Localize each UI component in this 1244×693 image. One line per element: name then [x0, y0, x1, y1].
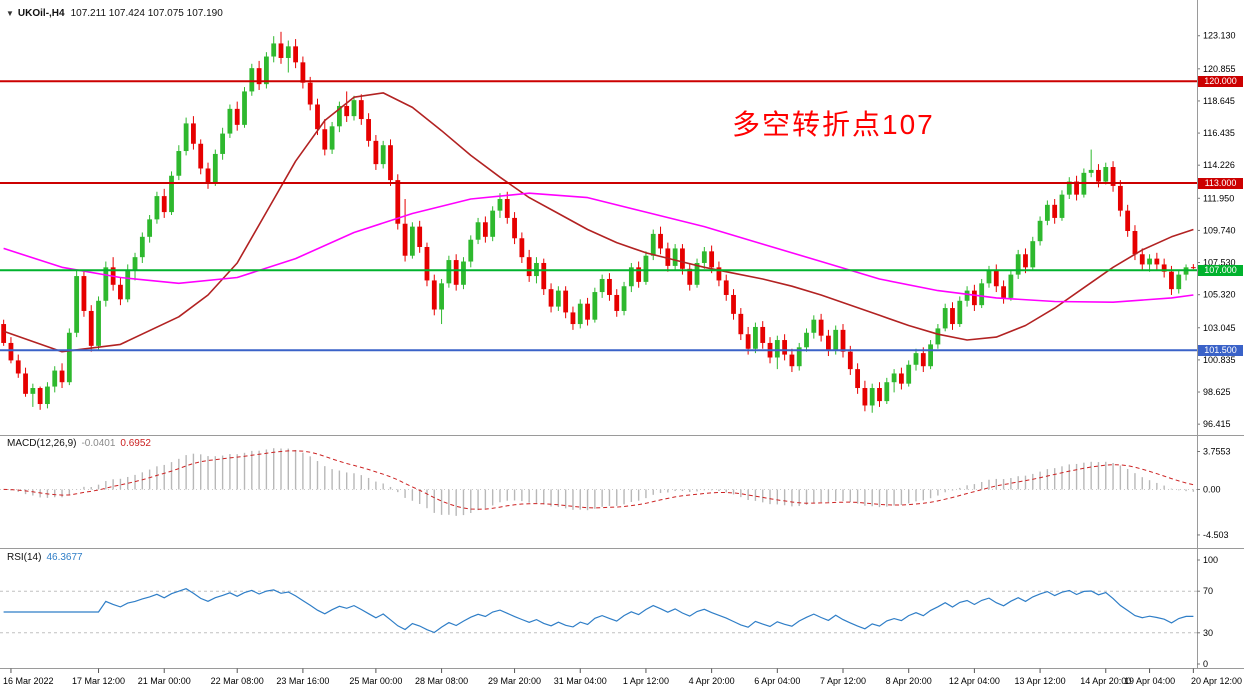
- time-label: 16 Mar 2022: [3, 676, 54, 686]
- macd-name: MACD(12,26,9): [7, 438, 77, 449]
- svg-text:105.320: 105.320: [1203, 290, 1236, 300]
- rsi-name: RSI(14): [7, 552, 42, 563]
- time-label: 29 Mar 20:00: [488, 676, 541, 686]
- symbol-timeframe: UKOil-,H4: [17, 8, 65, 19]
- svg-text:98.625: 98.625: [1203, 387, 1231, 397]
- svg-text:120.855: 120.855: [1203, 64, 1236, 74]
- time-label: 13 Apr 12:00: [1015, 676, 1066, 686]
- svg-text:0: 0: [1203, 659, 1208, 669]
- macd-label: MACD(12,26,9) -0.0401 0.6952: [7, 438, 156, 449]
- ohlc-values: 107.211 107.424 107.075 107.190: [70, 8, 223, 19]
- time-label: 25 Mar 00:00: [349, 676, 402, 686]
- time-label: 28 Mar 08:00: [415, 676, 468, 686]
- annotation-text[interactable]: 多空转折点107: [732, 109, 935, 140]
- svg-text:111.950: 111.950: [1203, 193, 1234, 203]
- MA-fast: [3, 92, 1194, 353]
- macd-main-value: -0.0401: [81, 438, 116, 449]
- svg-text:100.835: 100.835: [1203, 355, 1236, 365]
- time-label: 8 Apr 20:00: [886, 676, 932, 686]
- macd-panel: 3.7553 0.00 -4.503: [0, 447, 1231, 540]
- time-label: 31 Mar 04:00: [554, 676, 607, 686]
- svg-text:103.045: 103.045: [1203, 323, 1236, 333]
- rsi-line: [3, 588, 1194, 634]
- svg-text:109.740: 109.740: [1203, 225, 1236, 235]
- price-badge-107000[interactable]: 107.000: [1198, 264, 1243, 276]
- collapse-icon[interactable]: ▼: [6, 9, 14, 18]
- svg-text:116.435: 116.435: [1203, 128, 1235, 138]
- time-label: 4 Apr 20:00: [689, 676, 735, 686]
- time-label: 21 Mar 00:00: [138, 676, 191, 686]
- price-axis: 123.130 120.855 118.645 116.435 114.226 111.9…: [1197, 31, 1236, 429]
- time-label: 22 Mar 08:00: [211, 676, 264, 686]
- rsi-panel: 100 70 30 0: [0, 555, 1218, 669]
- time-label: 19 Apr 04:00: [1124, 676, 1175, 686]
- svg-text:107.530: 107.530: [1203, 258, 1236, 268]
- chart-title: ▼ UKOil-,H4 107.211 107.424 107.075 107.19…: [6, 8, 223, 19]
- time-label: 23 Mar 16:00: [276, 676, 329, 686]
- time-label: 7 Apr 12:00: [820, 676, 866, 686]
- time-label: 6 Apr 04:00: [754, 676, 800, 686]
- time-label: 12 Apr 04:00: [949, 676, 1000, 686]
- svg-text:70: 70: [1203, 586, 1213, 596]
- time-label: 14 Apr 20:00: [1080, 676, 1131, 686]
- time-axis[interactable]: 16 Mar 2022 17 Mar 12:00 21 Mar 00:00 22 Ma…: [3, 668, 1242, 687]
- rsi-label: RSI(14) 46.3677: [7, 552, 88, 563]
- time-label: 17 Mar 12:00: [72, 676, 125, 686]
- svg-text:-4.503: -4.503: [1203, 530, 1229, 540]
- horizontal-lines[interactable]: [0, 80, 1197, 352]
- price-badge-120000[interactable]: 120.000: [1198, 75, 1243, 87]
- panel-separators[interactable]: [0, 0, 1244, 669]
- time-label: 1 Apr 12:00: [623, 676, 669, 686]
- svg-text:123.130: 123.130: [1203, 31, 1236, 41]
- MA-slow: [3, 192, 1194, 303]
- svg-text:0.00: 0.00: [1203, 484, 1221, 494]
- price-badge-113000[interactable]: 113.000: [1198, 177, 1243, 189]
- rsi-value: 46.3677: [46, 552, 83, 563]
- svg-text:30: 30: [1203, 628, 1213, 638]
- time-label: 20 Apr 12:00: [1191, 676, 1242, 686]
- price-badge-101500[interactable]: 101.500: [1198, 344, 1243, 356]
- svg-text:114.226: 114.226: [1203, 160, 1235, 170]
- candles-layer: [1, 31, 1196, 413]
- macd-signal-line: [3, 450, 1194, 510]
- svg-text:118.645: 118.645: [1203, 96, 1235, 106]
- macd-signal-value: 0.6952: [120, 438, 151, 449]
- moving-averages: [3, 92, 1194, 353]
- svg-text:3.7553: 3.7553: [1203, 447, 1231, 457]
- svg-text:96.415: 96.415: [1203, 419, 1231, 429]
- svg-text:100: 100: [1203, 555, 1218, 565]
